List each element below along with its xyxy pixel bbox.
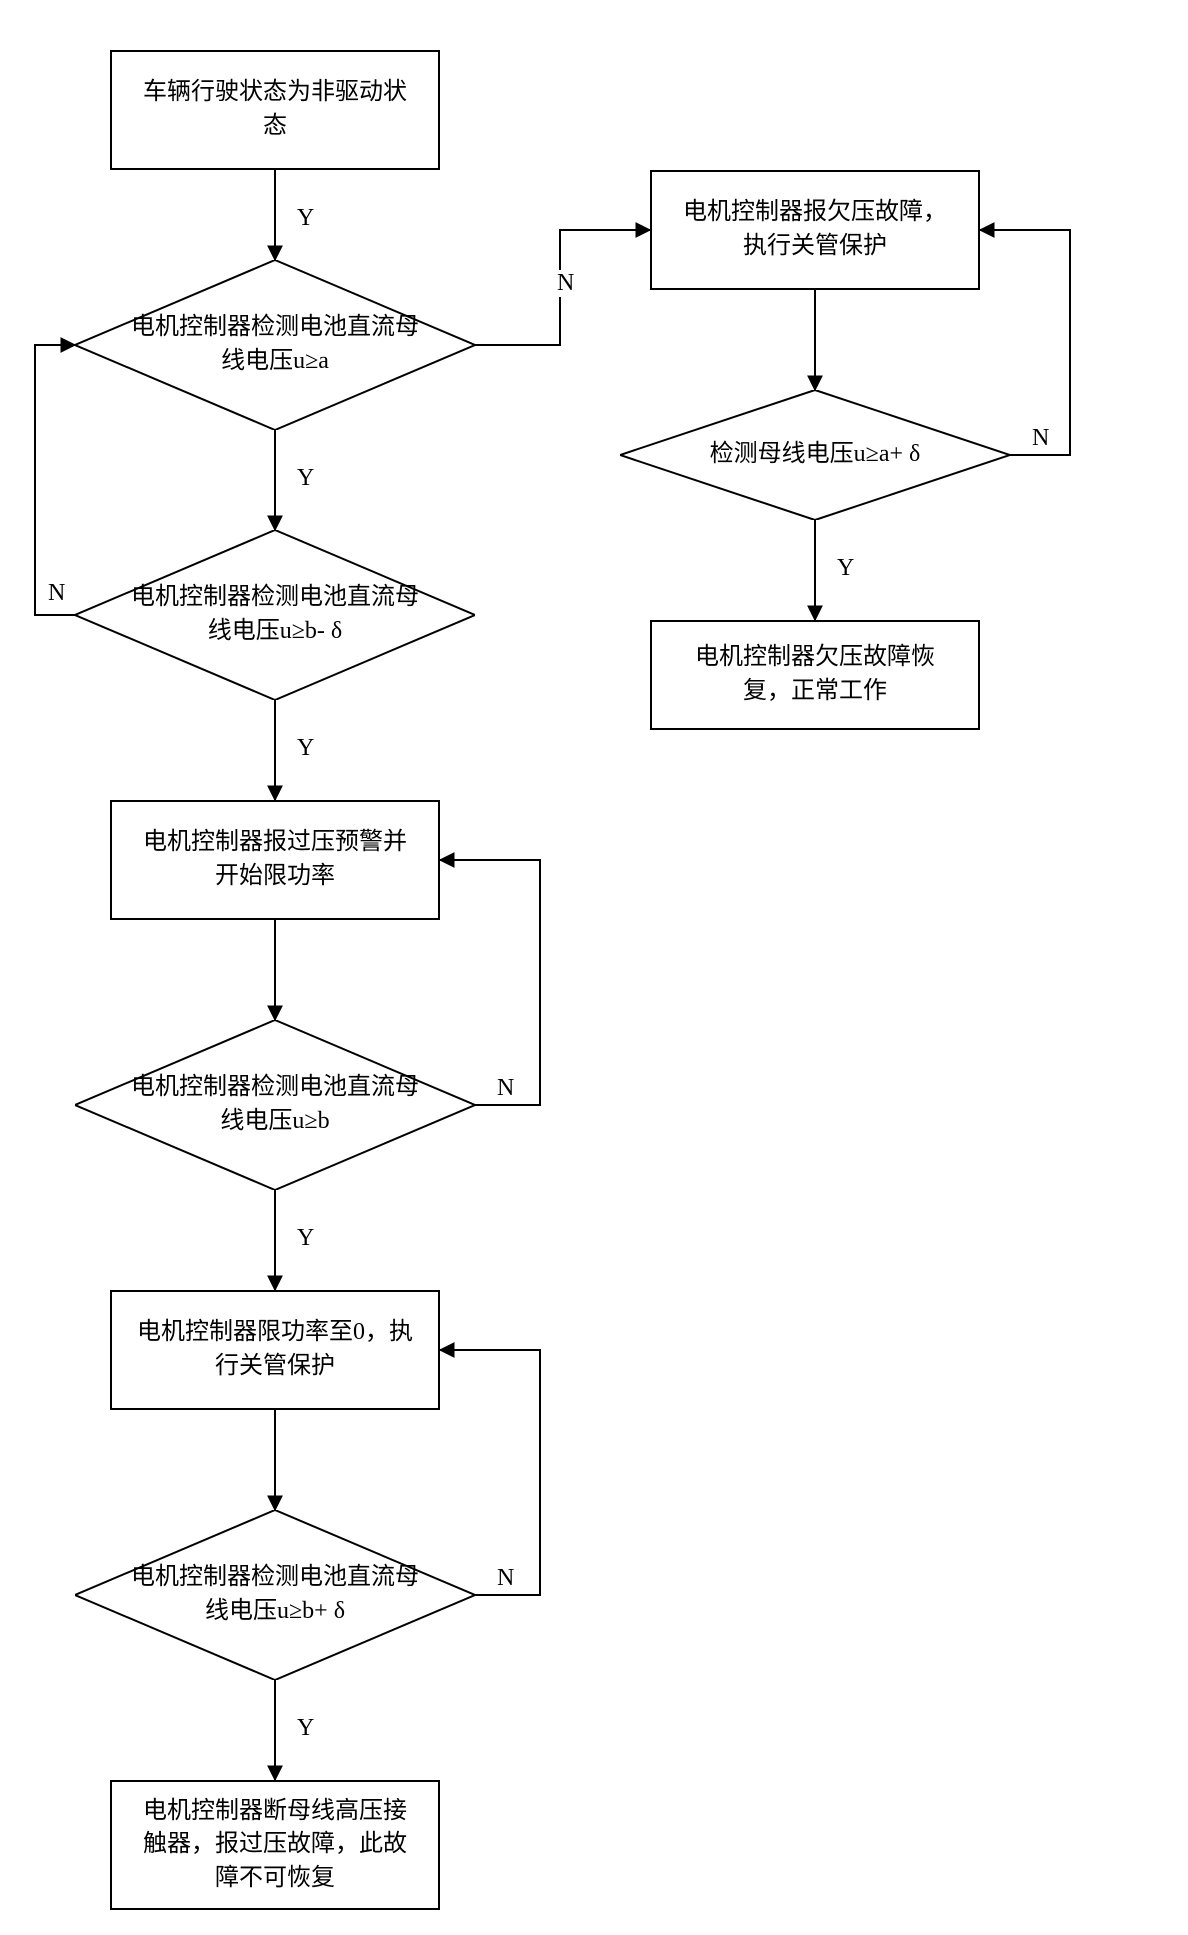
decision-u-ge-a: 电机控制器检测电池直流母线电压u≥a bbox=[75, 260, 475, 430]
node-text: 电机控制器检测电池直流母线电压u≥a bbox=[125, 311, 425, 378]
edge-label-n: N bbox=[1030, 425, 1051, 452]
edge-label-y: Y bbox=[295, 735, 316, 762]
node-start: 车辆行驶状态为非驱动状态 bbox=[110, 50, 440, 170]
node-text: 检测母线电压u≥a+ δ bbox=[710, 438, 921, 472]
node-text: 电机控制器断母线高压接触器，报过压故障，此故障不可恢复 bbox=[132, 1795, 418, 1896]
node-text: 电机控制器欠压故障恢复，正常工作 bbox=[672, 641, 958, 708]
edge-label-n: N bbox=[46, 580, 67, 607]
node-text: 电机控制器报欠压故障，执行关管保护 bbox=[672, 196, 958, 263]
node-text: 电机控制器检测电池直流母线电压u≥b bbox=[125, 1071, 425, 1138]
node-text: 电机控制器检测电池直流母线电压u≥b+ δ bbox=[125, 1561, 425, 1628]
decision-u-ge-b-minus-delta: 电机控制器检测电池直流母线电压u≥b- δ bbox=[75, 530, 475, 700]
node-text: 电机控制器检测电池直流母线电压u≥b- δ bbox=[125, 581, 425, 648]
node-limit-power-zero: 电机控制器限功率至0，执行关管保护 bbox=[110, 1290, 440, 1410]
edge-label-y: Y bbox=[295, 465, 316, 492]
decision-u-ge-b: 电机控制器检测电池直流母线电压u≥b bbox=[75, 1020, 475, 1190]
decision-u-ge-b-plus-delta: 电机控制器检测电池直流母线电压u≥b+ δ bbox=[75, 1510, 475, 1680]
decision-u-ge-a-plus-delta: 检测母线电压u≥a+ δ bbox=[620, 390, 1010, 520]
edge-label-y: Y bbox=[295, 1225, 316, 1252]
node-text: 电机控制器限功率至0，执行关管保护 bbox=[132, 1316, 418, 1383]
edge-label-n: N bbox=[495, 1075, 516, 1102]
edge bbox=[35, 345, 75, 615]
node-text: 电机控制器报过压预警并开始限功率 bbox=[132, 826, 418, 893]
edge-label-n: N bbox=[495, 1565, 516, 1592]
node-text: 车辆行驶状态为非驱动状态 bbox=[132, 76, 418, 143]
edge-label-y: Y bbox=[835, 555, 856, 582]
node-undervoltage-recover: 电机控制器欠压故障恢复，正常工作 bbox=[650, 620, 980, 730]
node-undervoltage-fault: 电机控制器报欠压故障，执行关管保护 bbox=[650, 170, 980, 290]
node-disconnect-contactor: 电机控制器断母线高压接触器，报过压故障，此故障不可恢复 bbox=[110, 1780, 440, 1910]
edge-label-n: N bbox=[555, 270, 576, 297]
edge-label-y: Y bbox=[295, 205, 316, 232]
edge-label-y: Y bbox=[295, 1715, 316, 1742]
node-overvoltage-warning: 电机控制器报过压预警并开始限功率 bbox=[110, 800, 440, 920]
